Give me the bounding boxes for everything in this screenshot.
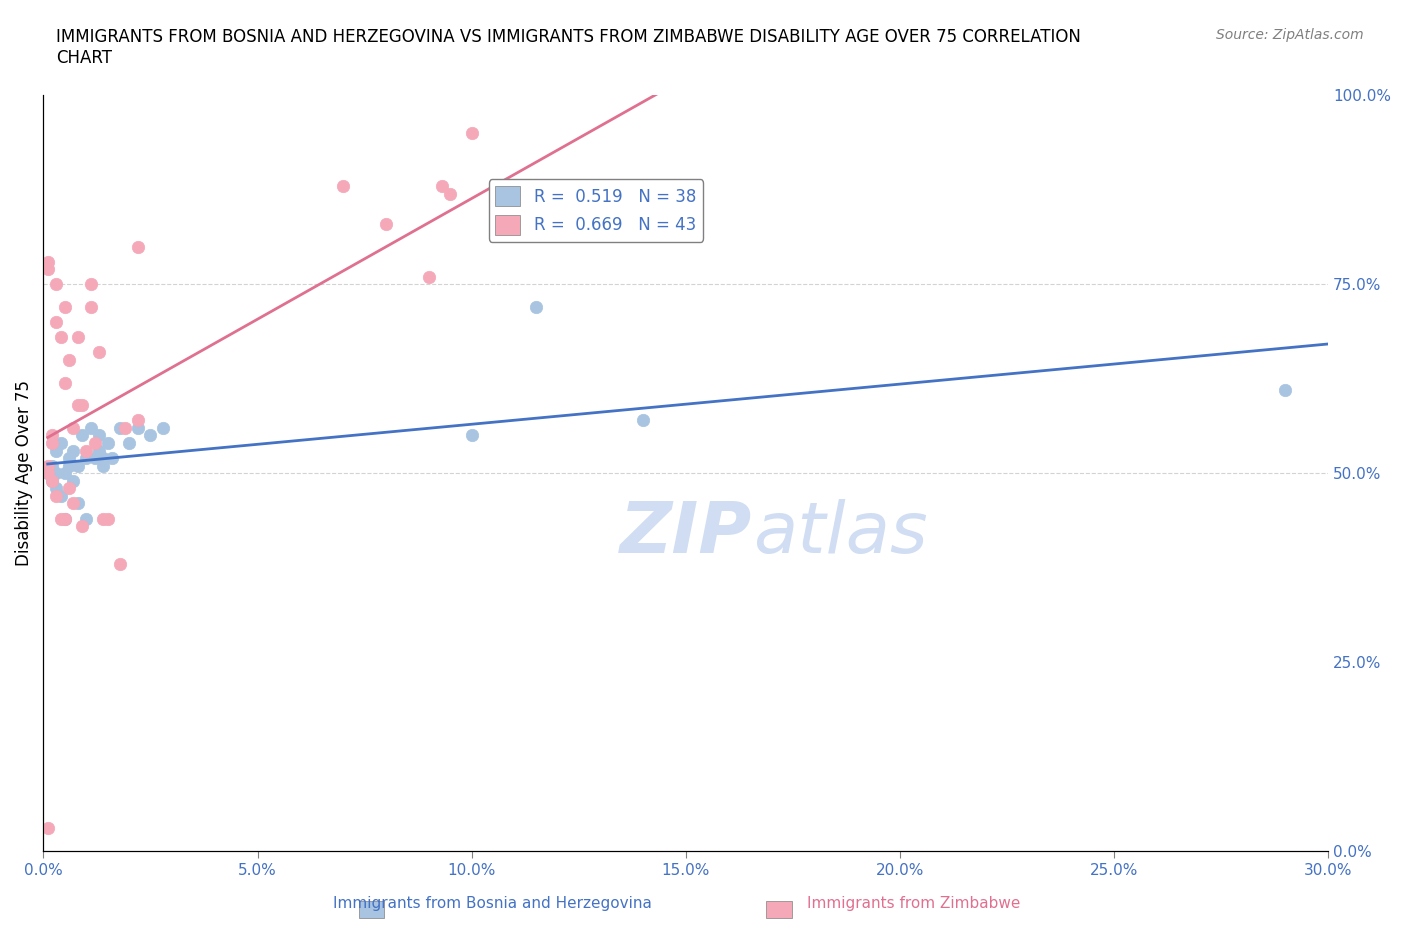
Point (41, 458, 63, 473)
Point (62, 473, 84, 488)
Point (37, 466, 59, 481)
Point (53, 512, 76, 526)
Point (45, 481, 67, 496)
Point (41, 435, 63, 450)
Point (79, 420, 101, 435)
Point (49, 488, 72, 503)
Text: Source: ZipAtlas.com: Source: ZipAtlas.com (1216, 28, 1364, 42)
Point (66, 458, 89, 473)
Legend: R =  0.519   N = 38, R =  0.669   N = 43: R = 0.519 N = 38, R = 0.669 N = 43 (489, 179, 703, 242)
Point (1274, 382, 1296, 397)
Point (45, 277, 67, 292)
Point (75, 512, 97, 526)
Text: ZIP: ZIP (620, 499, 752, 568)
Point (37, 254, 59, 269)
Point (118, 435, 141, 450)
Y-axis label: Disability Age Over 75: Disability Age Over 75 (15, 380, 32, 566)
Point (93, 458, 115, 473)
Point (49, 330, 72, 345)
Point (524, 299, 547, 314)
Point (66, 330, 89, 345)
Point (631, 413, 654, 428)
Point (546, 224, 568, 239)
Point (49, 512, 72, 526)
Point (75, 443, 97, 458)
Point (503, 186, 526, 201)
Point (45, 314, 67, 329)
Point (152, 420, 174, 435)
Point (79, 299, 101, 314)
Point (87, 345, 110, 360)
Point (45, 443, 67, 458)
Point (70, 428, 93, 443)
Point (375, 217, 398, 232)
Point (418, 270, 440, 285)
Point (53, 375, 76, 390)
Point (37, 458, 59, 473)
Point (87, 428, 110, 443)
Point (53, 466, 76, 481)
Point (41, 473, 63, 488)
Point (127, 420, 149, 435)
Point (62, 496, 84, 511)
Text: atlas: atlas (752, 499, 927, 568)
Point (75, 451, 97, 466)
Point (114, 420, 136, 435)
Point (53, 512, 76, 526)
Point (83, 435, 105, 450)
Point (37, 466, 59, 481)
Point (37, 261, 59, 276)
Point (97, 435, 120, 450)
Point (62, 443, 84, 458)
Point (430, 179, 453, 193)
Point (37, 466, 59, 481)
Point (66, 496, 89, 511)
Point (41, 466, 63, 481)
Text: Immigrants from Bosnia and Herzegovina: Immigrants from Bosnia and Herzegovina (333, 897, 651, 911)
Point (62, 420, 84, 435)
Point (460, 126, 482, 140)
Point (53, 299, 76, 314)
Point (58, 451, 80, 466)
Point (101, 451, 124, 466)
Point (110, 556, 132, 571)
Point (70, 519, 93, 534)
Text: Immigrants from Zimbabwe: Immigrants from Zimbabwe (807, 897, 1021, 911)
Point (460, 428, 482, 443)
Point (49, 435, 72, 450)
Point (110, 420, 132, 435)
Point (58, 352, 80, 367)
Point (127, 413, 149, 428)
Point (83, 451, 105, 466)
Point (58, 458, 80, 473)
Point (93, 512, 115, 526)
Point (93, 451, 115, 466)
Point (66, 398, 89, 413)
Point (139, 428, 162, 443)
Text: IMMIGRANTS FROM BOSNIA AND HERZEGOVINA VS IMMIGRANTS FROM ZIMBABWE DISABILITY AG: IMMIGRANTS FROM BOSNIA AND HERZEGOVINA V… (56, 28, 1081, 67)
Point (87, 443, 110, 458)
Point (79, 277, 101, 292)
Point (41, 473, 63, 488)
Point (97, 512, 120, 526)
Point (70, 398, 93, 413)
Point (58, 481, 80, 496)
Point (45, 466, 67, 481)
Point (45, 488, 67, 503)
Point (127, 239, 149, 254)
Point (332, 179, 354, 193)
Point (37, 821, 59, 836)
Point (439, 186, 461, 201)
Point (41, 428, 63, 443)
